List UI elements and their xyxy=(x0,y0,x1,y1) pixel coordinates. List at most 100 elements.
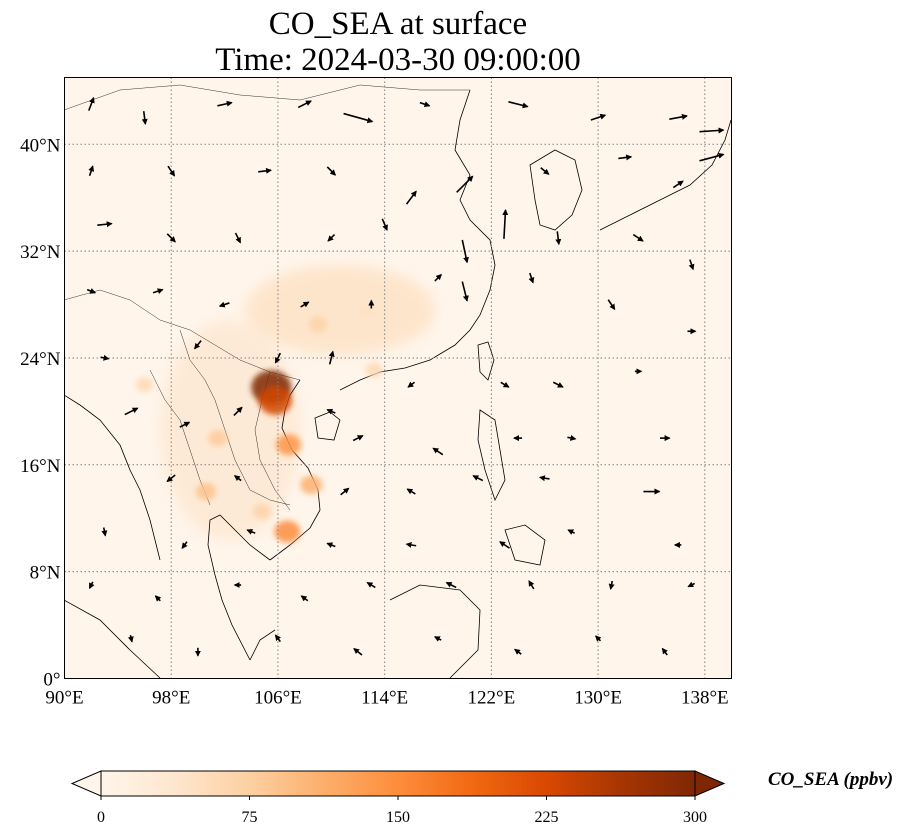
concentration-hotspot xyxy=(365,362,383,378)
wind-arrow xyxy=(328,350,335,365)
wind-arrow xyxy=(274,352,282,364)
wind-arrow xyxy=(127,635,134,643)
map-background xyxy=(64,77,732,679)
country-borders xyxy=(64,84,470,511)
y-tick-label: 32°N xyxy=(20,242,61,263)
wind-arrow xyxy=(445,581,457,589)
coastlines xyxy=(64,89,732,679)
coast-myanmar xyxy=(64,394,161,561)
wind-arrow xyxy=(461,239,469,264)
map-plot-area xyxy=(64,77,732,679)
wind-arrow xyxy=(381,218,388,231)
wind-arrow xyxy=(86,288,97,294)
wind-arrow xyxy=(407,381,416,388)
wind-arrow xyxy=(88,96,95,111)
y-tick-label: 0° xyxy=(43,670,60,691)
wind-arrow xyxy=(152,288,164,295)
wind-arrow xyxy=(124,407,139,416)
wind-arrow xyxy=(405,190,417,205)
coast-mindanao xyxy=(504,524,546,566)
concentration-hotspot xyxy=(195,482,217,501)
wind-arrow xyxy=(607,299,616,311)
wind-arrow xyxy=(246,529,256,535)
x-tick-label: 122°E xyxy=(468,688,516,709)
wind-arrow xyxy=(326,542,336,548)
wind-arrow xyxy=(594,635,602,642)
concentration-hotspot xyxy=(208,429,228,447)
x-tick-label: 106°E xyxy=(254,688,302,709)
wind-arrow xyxy=(167,165,176,177)
wind-arrow xyxy=(97,221,113,228)
wind-arrow xyxy=(632,233,644,242)
wind-arrow xyxy=(233,406,243,416)
colorbar-extend-min xyxy=(70,770,102,797)
colorbar-gradient xyxy=(100,770,696,797)
wind-arrow xyxy=(419,101,431,108)
wind-arrow xyxy=(672,180,684,189)
wind-arrow xyxy=(405,542,417,548)
wind-arrow xyxy=(406,488,416,495)
y-tick-label: 40°N xyxy=(20,135,61,156)
wind-arrow xyxy=(366,581,376,589)
wind-arrow xyxy=(166,474,176,482)
wind-arrow xyxy=(456,175,474,193)
coast-korea xyxy=(529,149,583,231)
coast-luzon xyxy=(477,409,506,502)
wind-arrow xyxy=(166,233,176,243)
wind-arrow xyxy=(552,381,564,388)
wind-vectors xyxy=(86,96,725,657)
concentration-hotspot xyxy=(300,475,323,495)
wind-arrow xyxy=(567,434,577,441)
concentration-hotspot xyxy=(276,434,302,456)
coast-borneo xyxy=(389,584,481,679)
wind-arrow xyxy=(528,272,535,284)
x-tick-label: 114°E xyxy=(361,688,408,709)
colorbar-extend-max xyxy=(694,770,726,797)
concentration-hotspot xyxy=(252,503,272,520)
wind-arrow xyxy=(141,111,148,125)
y-axis-tick-labels: 0° 8°N 16°N 24°N 32°N 40°N xyxy=(20,135,61,690)
colorbar-tick-label: 300 xyxy=(683,809,707,826)
coast-malay xyxy=(249,629,276,661)
wind-arrow xyxy=(326,408,336,415)
map-frame xyxy=(64,77,732,679)
wind-arrow xyxy=(194,340,202,350)
concentration-hotspot xyxy=(258,386,293,415)
colorbar-tick-label: 0 xyxy=(97,809,105,826)
wind-arrow xyxy=(100,354,110,361)
wind-arrow xyxy=(300,301,310,308)
wind-arrow xyxy=(461,281,469,302)
wind-arrow xyxy=(179,421,191,428)
colorbar-ticks: 0 75 150 225 300 xyxy=(97,796,707,826)
colorbar-label: CO_SEA (ppbv) xyxy=(768,769,894,790)
x-tick-label: 138°E xyxy=(681,688,729,709)
wind-arrow xyxy=(217,100,233,107)
wind-arrow xyxy=(555,231,562,246)
wind-arrow xyxy=(88,165,95,177)
wind-arrow xyxy=(472,475,484,482)
wind-arrow xyxy=(258,167,272,174)
x-tick-label: 90°E xyxy=(45,688,83,709)
coast-japan xyxy=(599,119,732,231)
wind-arrow xyxy=(688,259,695,271)
wind-arrow xyxy=(181,541,188,549)
wind-arrow xyxy=(352,434,364,442)
wind-arrow xyxy=(88,581,95,590)
concentration-hotspot xyxy=(356,304,373,319)
wind-arrow xyxy=(101,527,108,537)
wind-arrow xyxy=(234,232,242,244)
gridlines xyxy=(64,77,732,679)
wind-arrow xyxy=(661,647,668,656)
wind-arrow xyxy=(326,166,337,176)
wind-arrow xyxy=(500,381,510,388)
wind-arrow xyxy=(353,647,363,656)
wind-arrow xyxy=(499,541,510,549)
wind-arrow xyxy=(300,595,309,602)
wind-arrow xyxy=(154,595,162,602)
wind-arrow xyxy=(218,301,230,308)
wind-arrow xyxy=(608,580,615,590)
wind-arrow xyxy=(343,112,374,124)
wind-arrow xyxy=(514,648,522,655)
colorbar-tick-label: 150 xyxy=(386,809,410,826)
